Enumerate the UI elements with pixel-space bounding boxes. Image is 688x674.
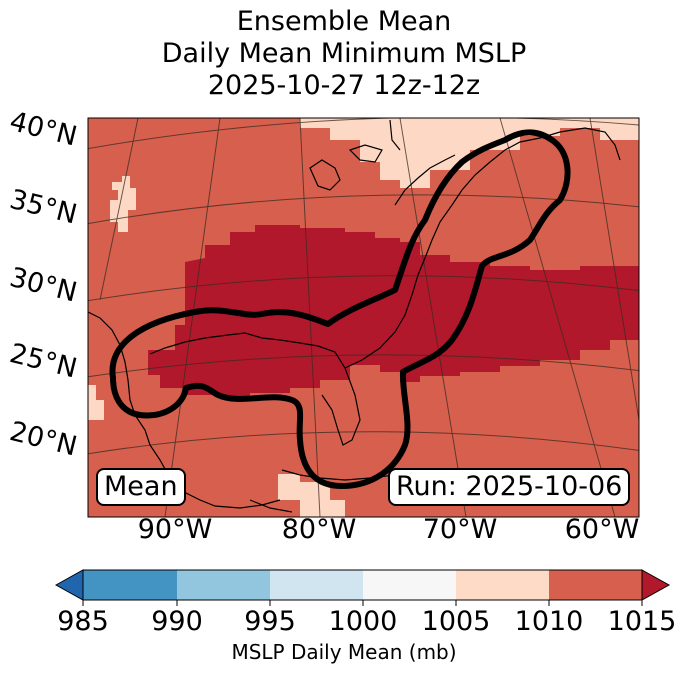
colorbar-bin-990-995 [177,570,270,600]
mean-label-box: Mean [96,468,186,506]
field-1005-1010-west [110,176,136,232]
colorbar-bin-1000-1005 [363,570,456,600]
colorbar-bin-985-990 [83,570,177,600]
colorbar-tick-985: 985 [57,606,109,637]
colorbar-tick-1010: 1010 [514,606,584,637]
colorbar-frame [82,569,643,601]
colorbar-tick-1000: 1000 [328,606,398,637]
colorbar-label: MSLP Daily Mean (mb) [231,640,457,664]
title-line-2: Daily Mean Minimum MSLP [161,38,527,69]
field-1005-1010-sw [88,385,104,420]
colorbar-extend-low [54,569,84,601]
lon-label-80w: 80°W [281,514,357,545]
map-frame [87,117,640,518]
field-above-1015 [148,225,639,398]
colorbar-extend-high [641,569,671,601]
map-panel [87,117,640,518]
graticule [88,118,639,517]
colorbar-bin-1010-1015 [549,570,642,600]
colorbar-tick-1005: 1005 [421,606,491,637]
colorbar-bin-1005-1010 [456,570,549,600]
title-line-3: 2025-10-27 12z-12z [207,70,481,101]
lon-label-60w: 60°W [564,514,640,545]
lon-label-90w: 90°W [137,514,213,545]
title-line-1: Ensemble Mean [236,6,452,37]
run-label-box: Run: 2025-10-06 [388,468,631,506]
lon-label-70w: 70°W [422,514,498,545]
colorbar-tick-995: 995 [244,606,296,637]
colorbar-tick-990: 990 [151,606,203,637]
colorbar-bin-995-1000 [270,570,363,600]
chart-title: Ensemble Mean Daily Mean Minimum MSLP 20… [0,6,688,102]
colorbar-tick-1015: 1015 [607,606,677,637]
mean-contour [109,129,571,490]
field-1005-1010-north [300,118,639,188]
